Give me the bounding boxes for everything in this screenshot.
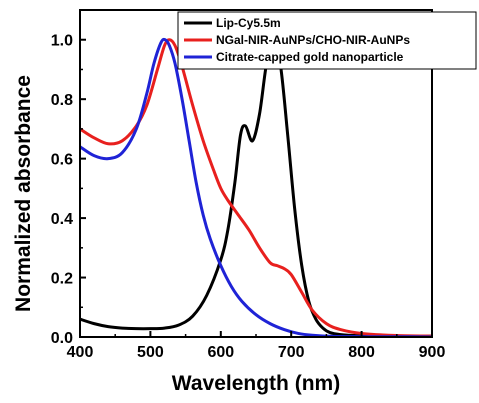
x-tick-label: 500 xyxy=(137,344,164,361)
series-layer xyxy=(80,37,432,337)
y-tick-label: 1.0 xyxy=(51,33,73,50)
legend-label: Citrate-capped gold nanoparticle xyxy=(216,50,404,64)
series-line-2 xyxy=(80,38,432,337)
series-line-3 xyxy=(80,37,432,337)
ticks-layer: 400 500 600 700 800 900 0.0 0.2 0.4 0.6 0.8 1.0 xyxy=(51,9,446,361)
y-axis-title: Normalized absorbance xyxy=(12,75,35,312)
y-tick-label: 0.6 xyxy=(51,152,73,169)
y-tick-label: 0.8 xyxy=(51,92,73,109)
legend-label: Lip-Cy5.5m xyxy=(216,16,281,30)
y-tick-label: 0.0 xyxy=(51,330,73,347)
x-axis-title: Wavelength (nm) xyxy=(172,372,340,395)
series-line-1 xyxy=(80,38,432,337)
x-tick-label: 900 xyxy=(419,344,446,361)
x-tick-label: 700 xyxy=(278,344,305,361)
legend-box xyxy=(177,11,477,70)
legend: Lip-Cy5.5m NGal-NIR-AuNPs/CHO-NIR-AuNPs Ci… xyxy=(177,11,477,70)
x-tick-label: 800 xyxy=(348,344,375,361)
y-tick-label: 0.4 xyxy=(51,211,73,228)
x-tick-label: 400 xyxy=(67,344,94,361)
y-tick-label: 0.2 xyxy=(51,271,73,288)
x-tick-label: 600 xyxy=(207,344,234,361)
legend-label: NGal-NIR-AuNPs/CHO-NIR-AuNPs xyxy=(216,33,410,47)
